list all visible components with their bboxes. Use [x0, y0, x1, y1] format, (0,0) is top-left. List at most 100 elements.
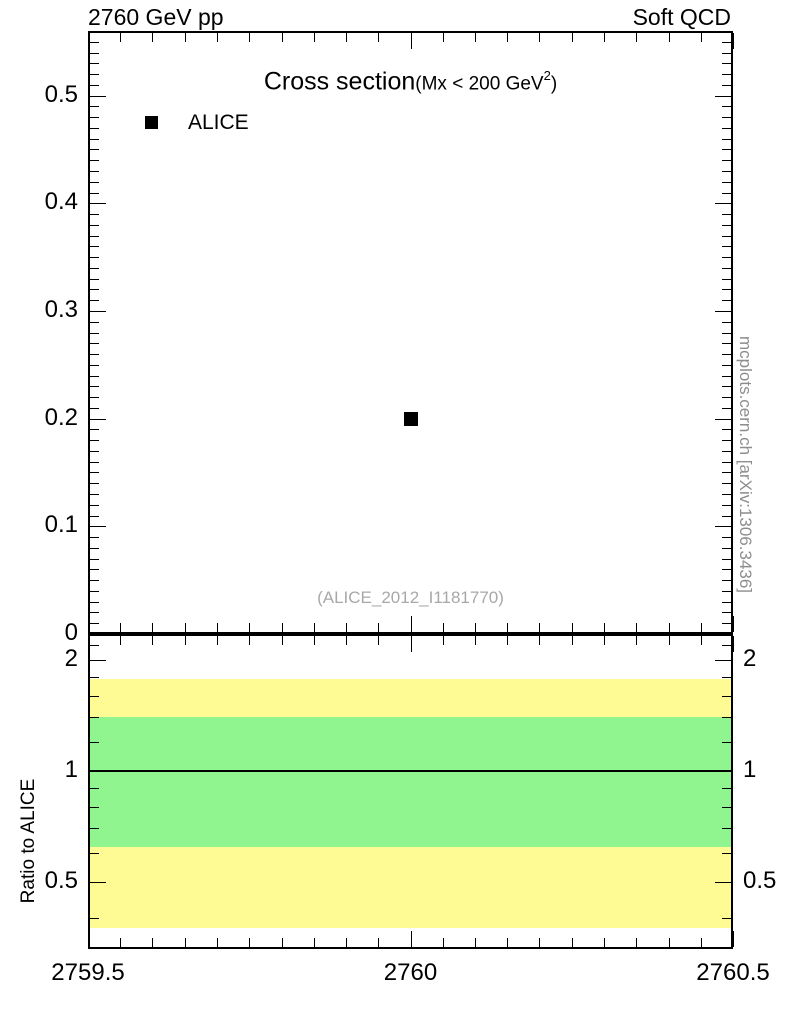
y-tick-main — [722, 612, 731, 613]
y-tick-main — [90, 333, 99, 334]
y-tick-main — [90, 429, 99, 430]
x-tick-label: 2760.5 — [696, 959, 770, 986]
x-tick-ratio — [539, 938, 540, 947]
x-tick-ratio — [733, 636, 734, 652]
plot-title-main: Cross section — [263, 67, 416, 96]
x-tick-main — [701, 623, 702, 632]
y-tick-main — [722, 236, 731, 237]
x-tick-main — [249, 623, 250, 632]
y-tick-main — [722, 472, 731, 473]
y-tick-ratio — [715, 660, 731, 661]
y-tick-ratio — [90, 660, 106, 661]
x-tick-main — [701, 33, 702, 42]
y-tick-main — [722, 160, 731, 161]
plot-title-sub-suffix: ) — [550, 73, 558, 95]
y-tick-label: 0.5 — [44, 80, 78, 108]
y-tick-ratio — [90, 828, 99, 829]
y-tick-ratio — [90, 918, 99, 919]
x-tick-ratio — [669, 938, 670, 947]
x-tick-main — [475, 33, 476, 42]
x-tick-main — [636, 33, 637, 42]
x-tick-label: 2760 — [383, 959, 438, 986]
y-tick-ratio — [722, 918, 731, 919]
y-tick-ratio — [90, 771, 106, 772]
y-tick-main — [90, 128, 99, 129]
y-tick-main — [722, 139, 731, 140]
x-tick-ratio — [120, 938, 121, 947]
y-tick-main — [90, 408, 99, 409]
y-tick-main — [90, 451, 99, 452]
y-tick-main — [90, 365, 99, 366]
x-tick-main — [411, 616, 412, 632]
y-tick-main — [90, 117, 99, 118]
y-tick-main — [722, 289, 731, 290]
y-tick-label: 0.1 — [44, 511, 78, 539]
x-tick-ratio — [314, 636, 315, 645]
x-tick-ratio — [604, 938, 605, 947]
y-tick-main — [722, 333, 731, 334]
y-tick-main — [90, 462, 99, 463]
y-tick-main — [90, 612, 99, 613]
x-tick-main — [475, 623, 476, 632]
x-tick-ratio — [733, 931, 734, 947]
header-process-label: Soft QCD — [632, 4, 731, 30]
y-tick-main — [90, 279, 99, 280]
y-tick-main — [90, 193, 99, 194]
y-tick-ratio — [90, 645, 99, 646]
y-tick-ratio — [722, 717, 731, 718]
y-tick-main — [90, 537, 99, 538]
plot-title-sub-prefix: (Mx < 200 GeV — [415, 73, 544, 95]
y-tick-main — [90, 214, 99, 215]
y-tick-main — [90, 63, 99, 64]
y-tick-main — [90, 42, 99, 43]
data-point-alice — [403, 411, 418, 426]
y-tick-main — [722, 279, 731, 280]
y-tick-main — [90, 106, 99, 107]
y-tick-main — [90, 182, 99, 183]
y-tick-ratio — [722, 828, 731, 829]
y-tick-main — [90, 171, 99, 172]
x-tick-main — [669, 33, 670, 42]
y-tick-main — [90, 505, 99, 506]
x-tick-ratio — [185, 636, 186, 645]
y-tick-main — [90, 483, 99, 484]
x-tick-ratio — [443, 636, 444, 645]
y-tick-main — [90, 559, 99, 560]
y-tick-ratio — [90, 717, 99, 718]
y-tick-ratio — [90, 807, 99, 808]
x-tick-ratio — [217, 636, 218, 645]
y-tick-ratio — [722, 788, 731, 789]
y-tick-main — [722, 559, 731, 560]
y-tick-main — [722, 74, 731, 75]
x-tick-main — [378, 623, 379, 632]
y-tick-main — [722, 106, 731, 107]
y-tick-label: 0 — [64, 619, 78, 646]
x-tick-ratio — [314, 938, 315, 947]
y-tick-ratio — [722, 807, 731, 808]
y-tick-main — [90, 53, 99, 54]
x-tick-ratio — [152, 938, 153, 947]
plot-title: Cross section(Mx < 200 GeV2) — [88, 62, 733, 98]
y-tick-main — [722, 591, 731, 592]
x-tick-main — [572, 33, 573, 42]
y-tick-main — [722, 182, 731, 183]
y-tick-main — [722, 548, 731, 549]
x-tick-ratio — [475, 636, 476, 645]
y-tick-ratio — [722, 645, 731, 646]
x-tick-ratio — [88, 931, 89, 947]
y-tick-main — [722, 602, 731, 603]
y-tick-main — [90, 236, 99, 237]
legend-label-alice: ALICE — [188, 111, 249, 134]
y-tick-ratio — [90, 677, 99, 678]
ratio-y-tick-label-left: 1 — [64, 756, 78, 784]
y-tick-main — [90, 386, 99, 387]
y-tick-main — [90, 85, 99, 86]
y-tick-ratio — [722, 742, 731, 743]
y-tick-ratio — [90, 696, 99, 697]
x-tick-ratio — [572, 938, 573, 947]
y-tick-main — [722, 483, 731, 484]
y-tick-main — [90, 376, 99, 377]
y-tick-main — [722, 397, 731, 398]
y-tick-main — [722, 300, 731, 301]
x-tick-main — [572, 623, 573, 632]
